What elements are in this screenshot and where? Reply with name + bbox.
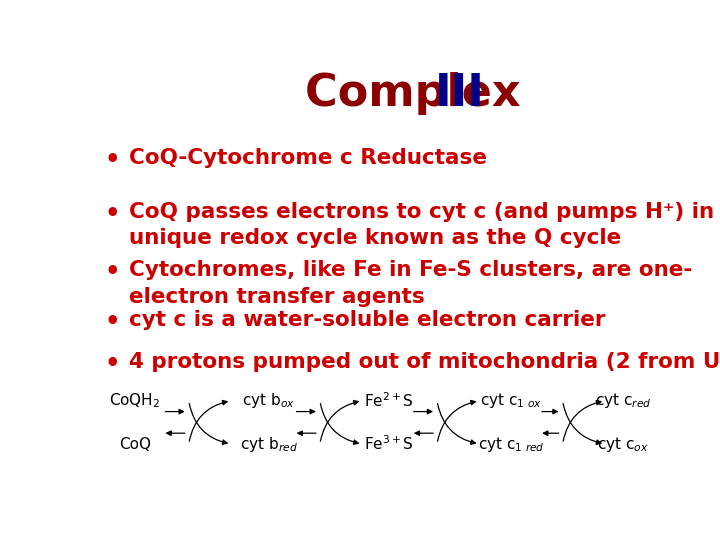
Text: cyt c$_{1\ red}$: cyt c$_{1\ red}$ xyxy=(478,435,545,454)
Text: III: III xyxy=(435,72,485,116)
Text: •: • xyxy=(104,202,120,226)
Text: cyt b$_{ox}$: cyt b$_{ox}$ xyxy=(242,392,295,410)
Text: cyt b$_{red}$: cyt b$_{red}$ xyxy=(240,435,297,454)
Text: Fe$^{2+}$S: Fe$^{2+}$S xyxy=(364,392,413,410)
Text: cyt c$_{red}$: cyt c$_{red}$ xyxy=(595,392,651,410)
Text: •: • xyxy=(104,352,120,376)
Text: CoQ-Cytochrome c Reductase: CoQ-Cytochrome c Reductase xyxy=(129,148,487,168)
Text: Complex: Complex xyxy=(305,72,536,116)
Text: •: • xyxy=(104,148,120,172)
Text: CoQ: CoQ xyxy=(119,436,150,451)
Text: •: • xyxy=(104,260,120,284)
Text: cyt c$_{ox}$: cyt c$_{ox}$ xyxy=(597,435,649,454)
Text: cyt c$_{1\ ox}$: cyt c$_{1\ ox}$ xyxy=(480,392,542,410)
Text: CoQH$_2$: CoQH$_2$ xyxy=(109,392,161,410)
Text: 4 protons pumped out of mitochondria (2 from UQH₂): 4 protons pumped out of mitochondria (2 … xyxy=(129,352,720,372)
Text: Fe$^{3+}$S: Fe$^{3+}$S xyxy=(364,435,413,454)
Text: •: • xyxy=(104,310,120,334)
Text: CoQ passes electrons to cyt c (and pumps H⁺) in a
unique redox cycle known as th: CoQ passes electrons to cyt c (and pumps… xyxy=(129,202,720,248)
Text: Cytochromes, like Fe in Fe-S clusters, are one-
electron transfer agents: Cytochromes, like Fe in Fe-S clusters, a… xyxy=(129,260,693,307)
Text: cyt c is a water-soluble electron carrier: cyt c is a water-soluble electron carrie… xyxy=(129,310,606,330)
